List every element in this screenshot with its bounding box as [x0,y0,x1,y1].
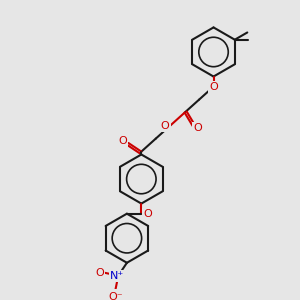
Text: O: O [160,121,169,130]
Text: O: O [118,136,127,146]
Text: O: O [193,124,202,134]
Text: O: O [143,209,152,219]
Text: N⁺: N⁺ [110,271,124,281]
Text: O: O [209,82,218,92]
Text: O⁻: O⁻ [108,292,123,300]
Text: O: O [95,268,104,278]
